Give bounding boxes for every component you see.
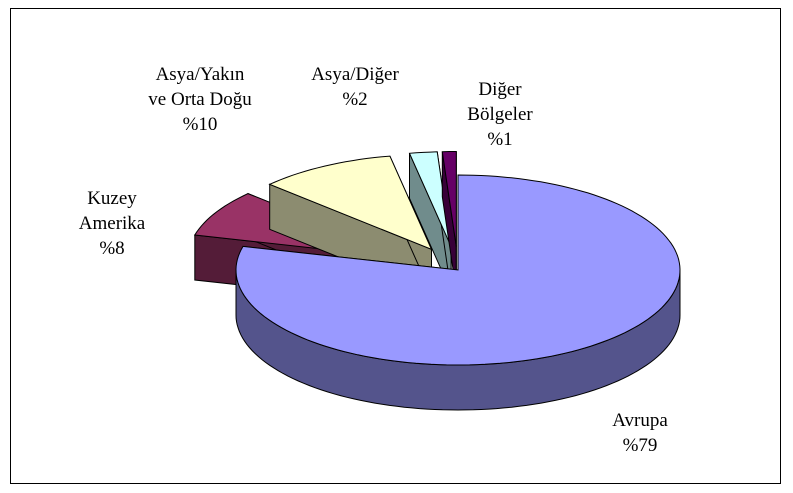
value-label: %10 <box>182 114 218 135</box>
slice-top <box>441 151 457 247</box>
slice-top <box>408 151 452 247</box>
value-label: %2 <box>342 89 368 110</box>
category-label: Asya/Diğer <box>311 64 399 85</box>
slice-label: Asya/Diğer %2 <box>311 62 399 112</box>
value-label: %79 <box>622 435 658 456</box>
value-label: %1 <box>487 129 513 150</box>
category-label: Kuzey Amerika <box>78 188 146 234</box>
slice-top <box>235 174 681 366</box>
slice-label: Diğer Bölgeler %1 <box>467 77 532 152</box>
chart-frame <box>10 8 781 484</box>
slice-label: Asya/Yakın ve Orta Doğu %10 <box>148 62 251 137</box>
category-label: Diğer Bölgeler <box>467 79 533 125</box>
slice-label: Avrupa %79 <box>612 408 668 458</box>
value-label: %8 <box>99 238 125 259</box>
pie-slice <box>235 174 681 411</box>
category-label: Asya/Yakın ve Orta Doğu <box>148 64 252 110</box>
slice-top <box>268 155 433 251</box>
slice-label: Kuzey Amerika %8 <box>79 186 145 261</box>
category-label: Avrupa <box>612 410 668 431</box>
